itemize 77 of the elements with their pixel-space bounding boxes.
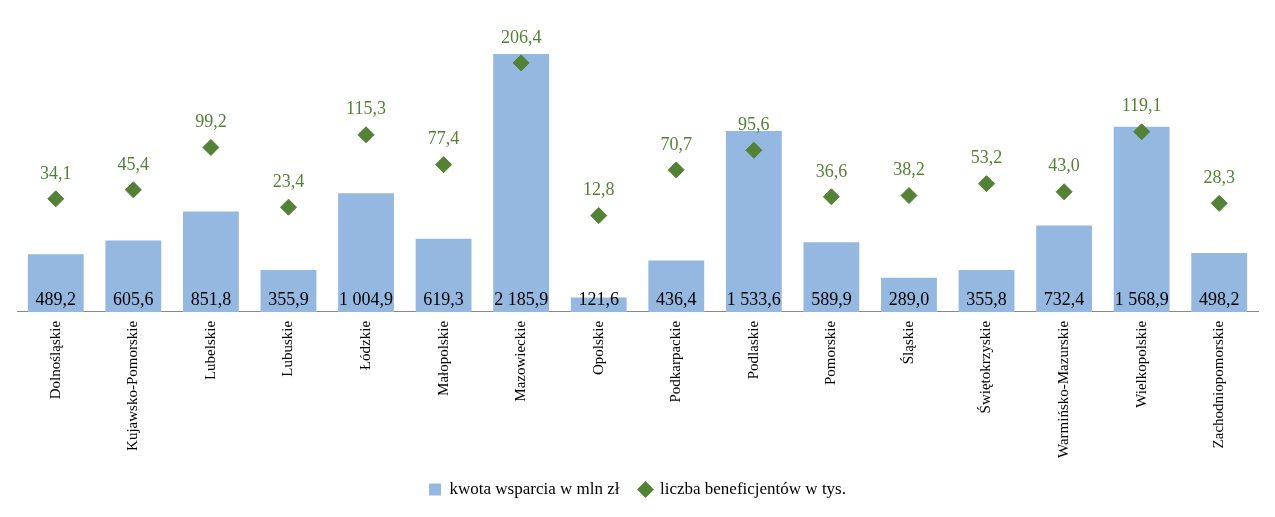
data-label: 115,3 xyxy=(346,98,386,119)
data-label: 121,6 xyxy=(578,288,619,309)
data-label: 23,4 xyxy=(272,170,305,191)
x-tick-label: Lubelskie xyxy=(201,320,218,381)
point xyxy=(1055,183,1073,201)
bar xyxy=(338,193,394,312)
x-tick-label: Łódzkie xyxy=(356,320,373,371)
data-label: 77,4 xyxy=(427,128,460,149)
x-tick-label: Warmińsko-Mazurskie xyxy=(1055,320,1072,459)
data-label: 605,6 xyxy=(113,288,154,309)
data-label: 28,3 xyxy=(1203,167,1235,188)
x-tick-label: Podkarpackie xyxy=(667,320,684,403)
point xyxy=(435,156,453,174)
data-label: 851,8 xyxy=(190,288,232,309)
legend-label: liczba beneficjentów w tys. xyxy=(659,478,846,498)
data-label: 206,4 xyxy=(500,26,542,47)
point xyxy=(357,126,375,144)
x-tick-label: Zachodniopomorskie xyxy=(1210,320,1227,449)
x-tick-label: Świętokrzyskie xyxy=(977,320,994,414)
bar xyxy=(182,211,239,312)
point xyxy=(590,207,608,225)
data-label: 38,2 xyxy=(893,159,925,180)
data-label: 45,4 xyxy=(117,153,150,174)
data-label: 34,1 xyxy=(40,162,72,183)
x-tick-label: Małopolskie xyxy=(434,320,451,396)
data-label: 1 533,6 xyxy=(726,288,781,309)
x-tick-label: Kujawsko-Pomorskie xyxy=(124,320,141,451)
point xyxy=(124,181,142,199)
point xyxy=(512,54,530,72)
x-tick-label: Lubuskie xyxy=(279,320,296,377)
bar xyxy=(105,240,162,312)
data-label: 289,0 xyxy=(888,288,930,309)
point xyxy=(745,141,763,159)
point xyxy=(47,190,65,208)
bar xyxy=(27,254,84,312)
data-label: 589,9 xyxy=(811,288,852,309)
x-tick-label: Dolnośląskie xyxy=(46,320,63,400)
data-label: 355,8 xyxy=(966,288,1007,309)
data-label: 99,2 xyxy=(195,111,227,132)
data-label: 489,2 xyxy=(35,288,77,309)
x-tick-label: Podlaskie xyxy=(744,320,761,380)
point xyxy=(978,175,996,193)
data-label: 619,3 xyxy=(423,288,464,309)
legend-label: kwota wsparcia w mln zł xyxy=(449,478,620,498)
x-tick-label: Mazowieckie xyxy=(512,320,529,402)
bar xyxy=(648,260,705,312)
data-label: 53,2 xyxy=(970,147,1003,168)
point xyxy=(667,161,685,179)
point xyxy=(202,138,220,156)
bar xyxy=(493,53,550,312)
data-label: 36,6 xyxy=(815,160,848,181)
data-label: 1 568,9 xyxy=(1114,288,1169,309)
data-label: 2 185,9 xyxy=(494,288,549,309)
point xyxy=(822,188,840,206)
x-tick-label: Pomorskie xyxy=(822,320,839,386)
bar xyxy=(803,242,860,312)
bar xyxy=(1191,253,1248,312)
x-tick-label: Wielkopolskie xyxy=(1132,320,1149,408)
point xyxy=(900,187,918,205)
bar xyxy=(415,238,472,312)
bar xyxy=(1113,126,1170,312)
data-label: 436,4 xyxy=(656,288,697,309)
point xyxy=(279,198,297,216)
data-label: 498,2 xyxy=(1198,288,1240,309)
data-label: 732,4 xyxy=(1043,288,1085,309)
data-label: 70,7 xyxy=(660,133,693,154)
x-tick-label: Śląskie xyxy=(899,320,916,365)
data-label: 43,0 xyxy=(1048,155,1080,176)
data-label: 12,8 xyxy=(582,179,615,200)
data-label: 95,6 xyxy=(738,114,770,135)
data-label: 1 004,9 xyxy=(339,288,394,309)
bar xyxy=(1036,225,1093,312)
point xyxy=(1210,194,1228,212)
x-tick-label: Opolskie xyxy=(589,320,606,376)
data-label: 119,1 xyxy=(1121,95,1162,116)
data-label: 355,9 xyxy=(268,288,309,309)
point xyxy=(1133,123,1151,141)
